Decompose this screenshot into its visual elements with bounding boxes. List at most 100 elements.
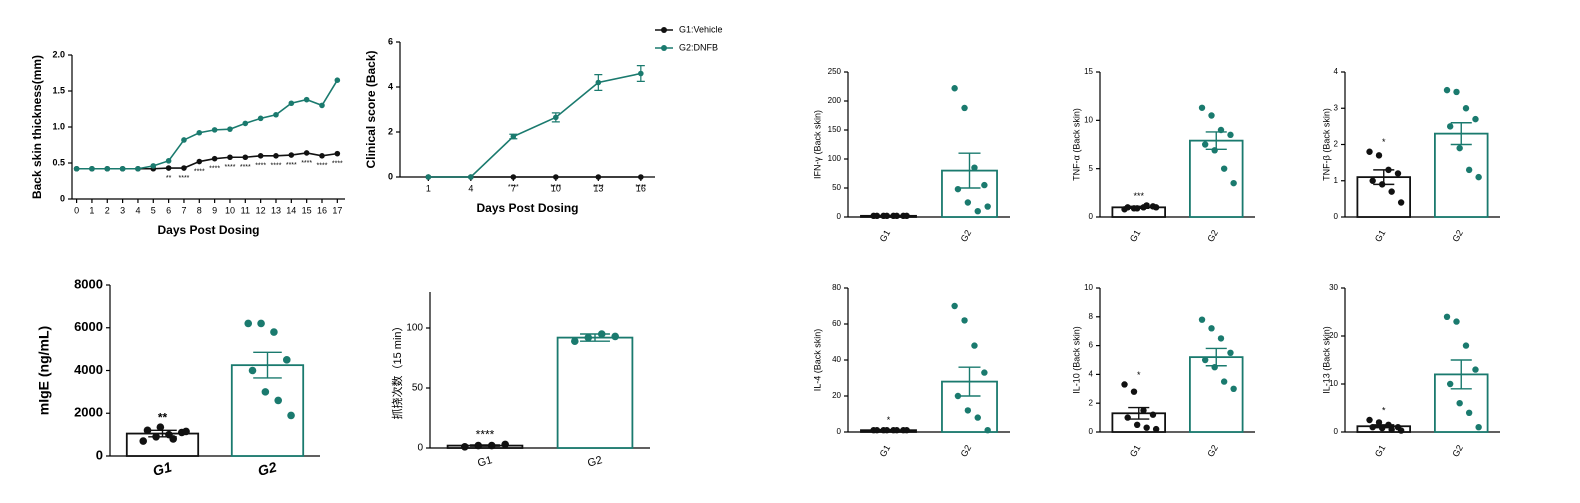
data-point [964,407,972,414]
y-tick-label: 10 [1329,379,1338,388]
y-axis-label: TNF-α (Back skin) [1071,108,1081,181]
data-point [242,120,249,127]
x-tick-label: G1 [476,454,493,469]
data-point [261,388,270,396]
series-line [76,152,338,170]
series-line [76,79,339,170]
data-point [257,153,264,159]
significance: **** [550,184,561,191]
data-point [1201,356,1209,364]
data-point [981,369,988,376]
data-point [274,396,283,405]
error-bar [1128,406,1150,420]
data-point [273,111,279,118]
data-point [135,165,141,172]
data-point [1121,381,1128,388]
data-point [1475,424,1482,431]
data-point [89,165,95,172]
data-point [1198,104,1206,111]
significance: **** [225,164,236,171]
data-point [1217,335,1225,342]
y-tick-label: 0 [1334,212,1339,221]
y-axis-label: 抓挠次数（15 min） [390,320,404,419]
y-tick-label: 100 [828,154,842,163]
error-bar [1450,359,1472,390]
y-tick-label: 20 [1329,331,1338,340]
x-axis-label: Days Post Dosing [476,201,578,215]
data-point [487,441,496,450]
y-tick-label: 40 [832,355,841,364]
data-point [165,158,172,164]
data-point [1465,409,1473,416]
data-point [984,203,991,210]
y-tick-label: 200 [828,96,842,105]
data-point [553,114,559,121]
data-point [1375,152,1383,159]
y-tick-label: 2.0 [52,49,65,59]
data-point [1130,388,1138,395]
x-tick-label: G2 [1450,228,1465,243]
error-bar [958,366,981,397]
data-point [270,328,278,336]
y-tick-label: 10 [1084,283,1093,292]
data-point [1375,419,1383,426]
x-tick-label: 3 [120,205,125,215]
data-point [961,317,968,324]
data-point [981,181,988,189]
data-point [1366,416,1373,424]
y-axis-label: TNF-β (Back skin) [1321,108,1331,181]
significance: * [1137,370,1141,380]
data-point [903,212,910,220]
y-tick-label: 2000 [74,405,103,420]
x-tick-label: G2 [959,443,974,458]
x-tick-label: 14 [286,205,296,215]
x-tick-label: 4 [468,183,473,193]
data-point [1462,342,1470,349]
x-tick-label: 10 [225,205,235,215]
error-bar [1450,122,1472,146]
data-point [319,153,325,159]
data-point [1388,188,1395,195]
data-point [1397,199,1405,206]
significance: ** [166,175,172,182]
x-tick-label: 7 [511,183,516,193]
data-point [257,319,265,328]
data-point [893,427,900,434]
x-tick-label: 11 [241,205,250,215]
series-line [428,72,641,178]
data-point [150,163,157,169]
significance: **** [286,162,297,169]
legend-label: G1:Vehicle [679,24,723,34]
y-tick-label: 15 [1084,67,1093,76]
y-axis-label: IFN-γ (Back skin) [812,110,822,179]
data-point [196,158,203,165]
data-point [461,443,469,451]
data-point [1456,400,1463,407]
data-point [1385,421,1392,428]
x-tick-label: G1 [1373,443,1388,458]
significance: **** [593,184,604,191]
data-point [1211,364,1218,371]
y-tick-label: 0 [417,443,423,454]
y-tick-label: 0 [837,427,842,436]
data-point [303,150,310,156]
data-point [1378,181,1386,188]
error-bar [253,351,282,379]
y-tick-label: 4 [1089,370,1094,379]
y-tick-label: 0 [1089,427,1094,436]
significance: **** [179,175,190,182]
data-point [143,426,152,435]
legend-marker [661,45,667,51]
significance: **** [317,163,328,170]
significance: **** [255,163,266,170]
data-point [974,208,981,215]
x-tick-label: 12 [256,205,266,215]
x-tick-label: 10 [551,183,561,193]
data-point [1472,115,1479,123]
y-tick-label: 50 [412,383,424,394]
data-point [1230,385,1237,392]
bar [1189,139,1244,218]
data-point [584,333,593,342]
data-point [104,165,111,172]
